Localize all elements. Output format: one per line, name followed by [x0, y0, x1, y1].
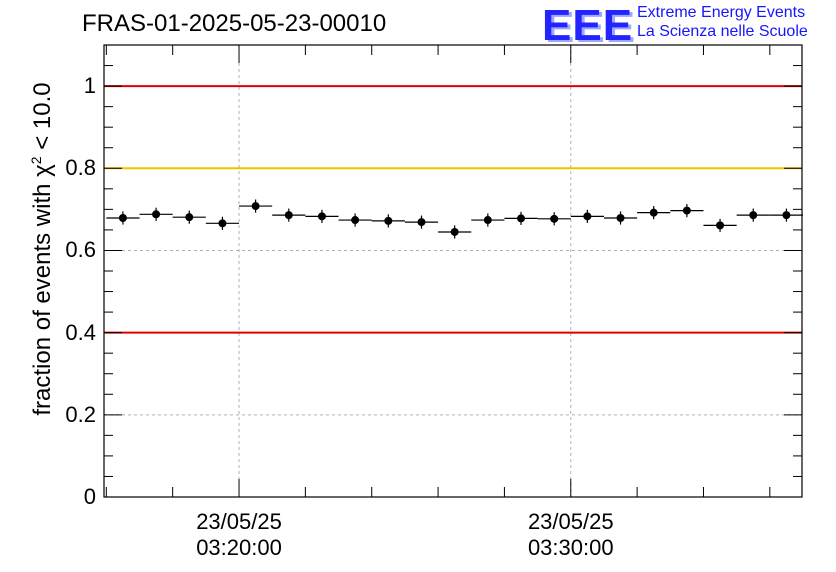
data-point: [317, 212, 326, 221]
x-tick-time: 03:30:00: [527, 535, 614, 560]
data-point: [550, 214, 559, 223]
data-point: [284, 211, 293, 220]
x-tick-label: 23/05/25 03:30:00: [501, 509, 641, 561]
data-point: [782, 211, 791, 220]
y-tick-label: 0.8: [65, 155, 96, 181]
data-point: [185, 213, 194, 222]
eee-logo-text: Extreme Energy Events La Scienza nelle S…: [637, 3, 808, 41]
y-tick-label: 0: [83, 484, 96, 509]
x-tick-date: 23/05/25: [527, 509, 614, 534]
logo-line-2: La Scienza nelle Scuole: [637, 23, 808, 40]
data-point: [682, 206, 691, 215]
y-axis-label: fraction of events with χ2 < 10.0: [28, 82, 56, 416]
data-point: [450, 227, 459, 236]
data-point: [118, 213, 127, 222]
data-point: [384, 216, 393, 225]
data-point: [218, 219, 227, 228]
y-tick-label: 0.4: [65, 319, 96, 345]
data-point: [251, 202, 260, 211]
data-point: [417, 218, 426, 227]
y-tick-label: 0.2: [65, 401, 96, 427]
y-tick-label: 0.6: [65, 237, 96, 263]
data-point: [351, 216, 360, 225]
y-tick-label: 1: [83, 73, 96, 99]
data-point: [616, 213, 625, 222]
data-point: [583, 212, 592, 221]
logo-line-1: Extreme Energy Events: [637, 4, 806, 21]
data-point: [483, 216, 492, 225]
data-point: [649, 208, 658, 217]
data-point: [716, 221, 725, 230]
eee-logo-mark: EEE: [542, 1, 634, 50]
x-tick-time: 03:20:00: [196, 535, 282, 560]
data-point: [749, 211, 758, 220]
data-point: [517, 214, 526, 223]
chart-title: FRAS-01-2025-05-23-00010: [82, 10, 387, 37]
plot-frame: [103, 44, 803, 498]
data-point: [152, 210, 161, 219]
x-tick-label: 23/05/25 03:20:00: [169, 509, 309, 561]
x-tick-date: 23/05/25: [196, 509, 282, 534]
